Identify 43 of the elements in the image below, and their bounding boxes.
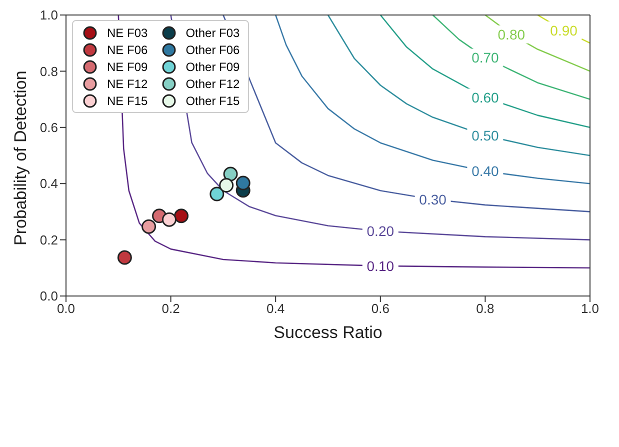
x-tick-label: 0.2 xyxy=(162,301,180,316)
series-label: 0.30 xyxy=(419,191,447,208)
line-series xyxy=(327,15,590,156)
series-label: 0.20 xyxy=(366,223,394,240)
series-label: 0.70 xyxy=(472,50,500,66)
legend-label: Other F06 xyxy=(186,42,240,56)
y-tick-label: 0.4 xyxy=(40,176,58,192)
legend-label: NE F03 xyxy=(107,26,148,40)
line-series xyxy=(170,15,590,240)
x-tick-label: 0.0 xyxy=(56,301,76,316)
series-label: 0.40 xyxy=(472,163,500,180)
series-label: 0.80 xyxy=(498,26,526,42)
legend-label: Other F03 xyxy=(186,26,240,40)
point xyxy=(236,176,250,190)
series-label: 0.60 xyxy=(472,90,500,106)
legend-label: NE F09 xyxy=(107,60,148,74)
x-tick-label: 1.0 xyxy=(580,301,600,316)
y-tick-label: 0.6 xyxy=(40,120,58,136)
point xyxy=(117,250,132,265)
x-tick-label: 0.6 xyxy=(371,301,390,316)
legend-label: Other F09 xyxy=(186,60,240,74)
point xyxy=(210,186,224,202)
y-tick-label: 0.2 xyxy=(40,232,58,248)
line-series xyxy=(274,15,590,184)
legend-label: Other F12 xyxy=(186,76,240,90)
y-axis-title: Probability of Detection xyxy=(11,70,30,246)
point xyxy=(219,178,234,193)
x-tick-label: 0.4 xyxy=(266,301,285,316)
x-axis-title: Success Ratio xyxy=(274,323,382,342)
point xyxy=(162,212,176,227)
point xyxy=(174,208,189,224)
y-tick-label: 1.0 xyxy=(40,8,58,23)
point xyxy=(142,219,156,234)
legend-label: NE F06 xyxy=(107,42,148,56)
legend-label: Other F15 xyxy=(186,94,240,108)
y-tick-label: 0.8 xyxy=(40,64,58,79)
line-series xyxy=(380,15,590,128)
legend-label: NE F12 xyxy=(107,76,148,90)
y-tick-label: 0.0 xyxy=(40,288,58,304)
series-label: 0.50 xyxy=(472,128,500,144)
x-tick-label: 0.8 xyxy=(476,301,494,316)
legend-label: NE F15 xyxy=(107,94,148,108)
point xyxy=(223,166,238,182)
